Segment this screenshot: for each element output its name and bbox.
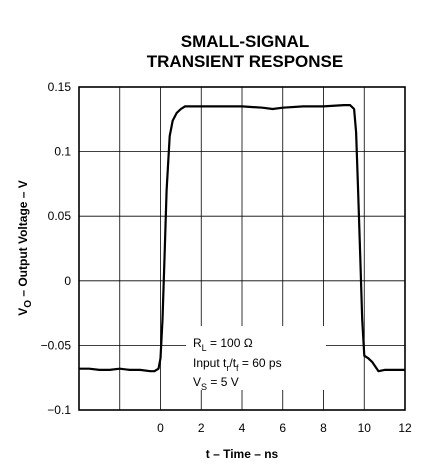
tick-labels: 0 2 4 6 8 10 12 −0.1 −0.05 0 0.05 0.1 0.15 bbox=[41, 80, 412, 435]
x-axis-label: t – Time – ns bbox=[206, 447, 279, 461]
annotation-rl-value: = 100 Ω bbox=[207, 336, 253, 350]
annotation-input-label: Input t bbox=[193, 356, 227, 370]
annotation-vs-value: = 5 V bbox=[207, 375, 239, 389]
chart-title-line-2: TRANSIENT RESPONSE bbox=[147, 52, 343, 71]
y-axis-label-subscript: O bbox=[23, 300, 34, 308]
x-tick-label-1: 2 bbox=[198, 421, 205, 435]
annotation-load-resistance: RL = 100 Ω bbox=[193, 336, 253, 353]
y-tick-label-4: 0.1 bbox=[54, 145, 71, 159]
plot-frame bbox=[78, 86, 406, 411]
x-tick-label-0: 0 bbox=[157, 421, 164, 435]
y-axis-label: VO – Output Voltage – V bbox=[16, 180, 34, 316]
y-axis-label-symbol: V bbox=[16, 308, 30, 316]
annotation-vs-symbol: V bbox=[193, 375, 201, 389]
y-axis-label-text: – Output Voltage – V bbox=[16, 180, 30, 300]
x-tick-label-2: 4 bbox=[239, 421, 246, 435]
chart-title-line-1: SMALL-SIGNAL bbox=[181, 32, 309, 51]
annotation-tf-prefix: /t bbox=[229, 356, 236, 370]
grid bbox=[78, 86, 406, 411]
series-line-0 bbox=[79, 104, 405, 373]
y-tick-label-5: 0.15 bbox=[48, 80, 72, 94]
series-group bbox=[79, 104, 405, 373]
x-tick-label-5: 10 bbox=[358, 421, 372, 435]
annotation-tf-subscript: f bbox=[236, 363, 239, 373]
annotation-box bbox=[186, 326, 326, 390]
annotation-input-rise-fall: Input tr/tf = 60 ps bbox=[193, 356, 282, 373]
y-tick-label-2: 0 bbox=[64, 274, 71, 288]
x-tick-label-6: 12 bbox=[398, 421, 412, 435]
annotation-supply-voltage: VS = 5 V bbox=[193, 375, 239, 392]
y-tick-label-0: −0.1 bbox=[47, 403, 71, 417]
annotation-rl-subscript: L bbox=[202, 343, 207, 353]
annotation-tr-subscript: r bbox=[226, 363, 229, 373]
y-tick-label-1: −0.05 bbox=[41, 338, 72, 352]
y-tick-label-3: 0.05 bbox=[48, 209, 72, 223]
annotation-input-value: = 60 ps bbox=[239, 356, 282, 370]
annotation-rl-symbol: R bbox=[193, 336, 202, 350]
annotation-vs-subscript: S bbox=[201, 382, 207, 392]
x-tick-label-3: 6 bbox=[279, 421, 286, 435]
x-tick-label-4: 8 bbox=[320, 421, 327, 435]
